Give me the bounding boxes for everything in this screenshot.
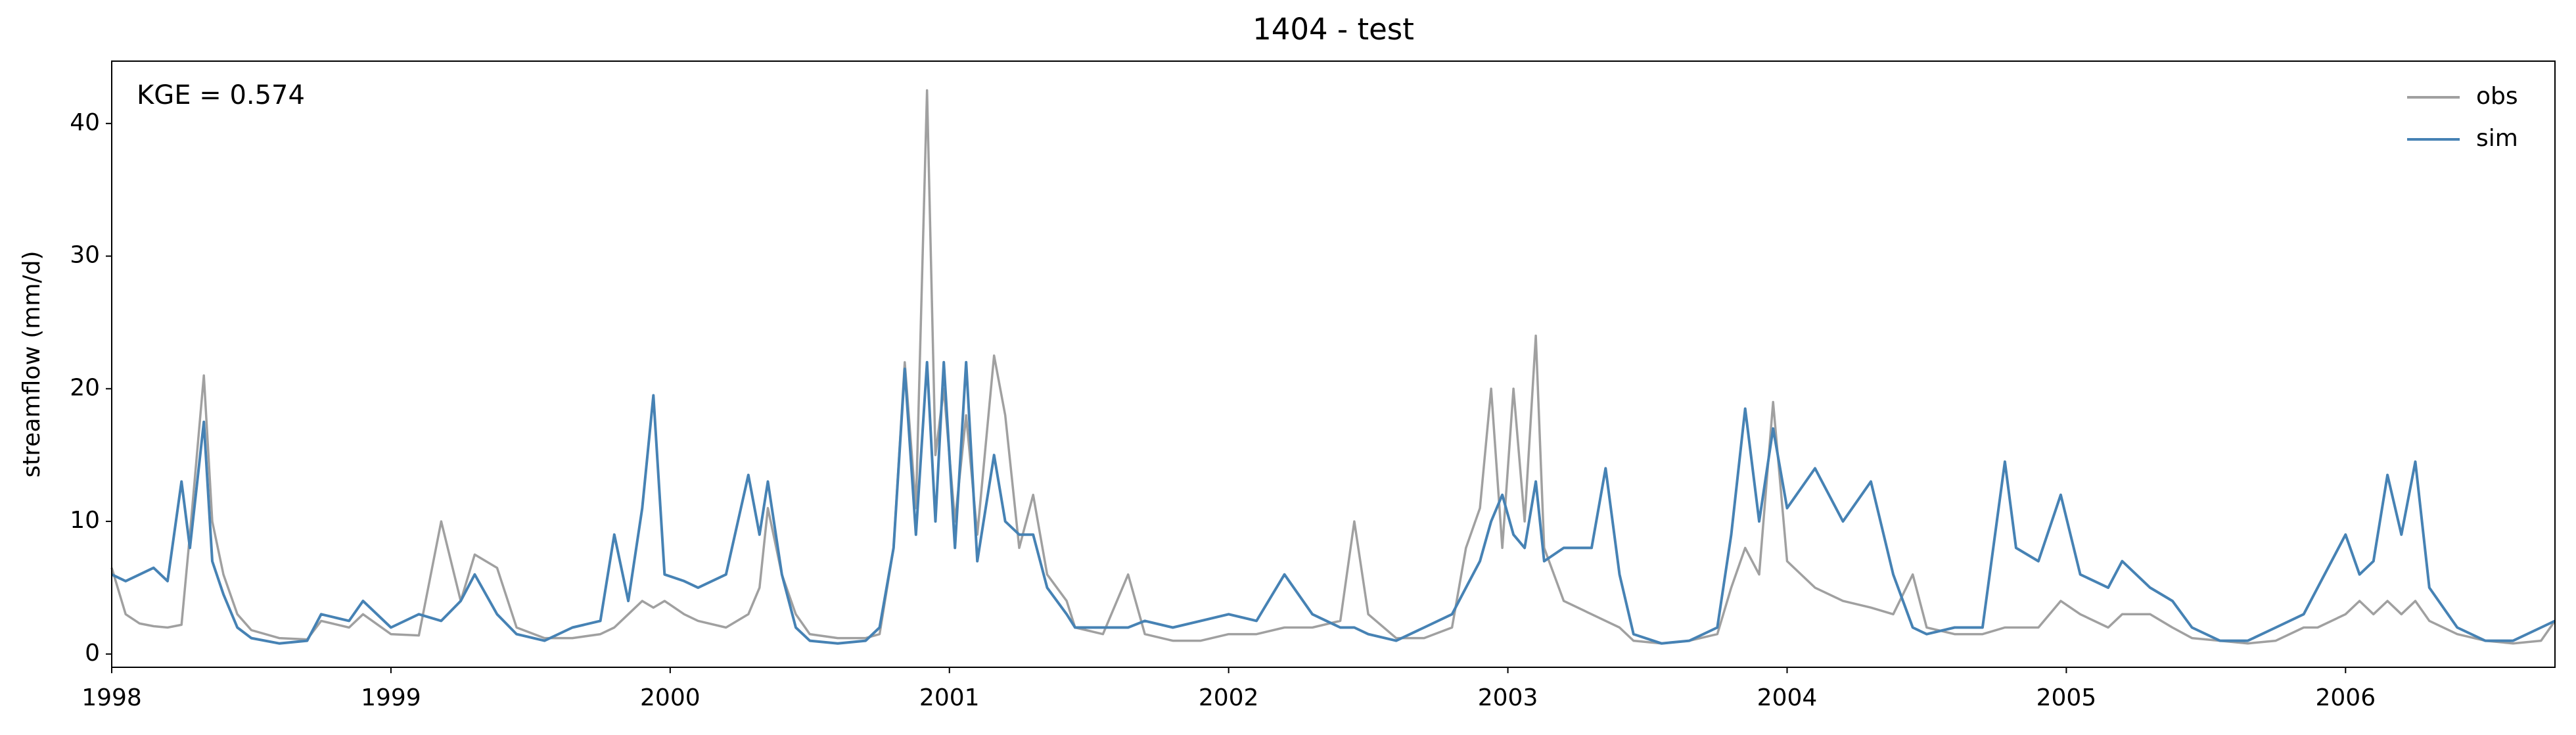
x-tick-label: 2005 — [2036, 684, 2097, 711]
x-tick-label: 2000 — [640, 684, 701, 711]
legend-label: sim — [2476, 125, 2518, 152]
x-tick-label: 2004 — [1757, 684, 1818, 711]
series-line — [110, 89, 2556, 645]
legend-label: obs — [2476, 83, 2518, 110]
x-tick-label: 2002 — [1199, 684, 1259, 711]
y-tick-label: 0 — [85, 640, 100, 667]
y-tick-label: 10 — [70, 507, 100, 534]
x-tick-label: 2003 — [1478, 684, 1538, 711]
y-tick-label: 30 — [70, 242, 100, 269]
series-line — [111, 361, 2556, 645]
x-tick-label: 2001 — [919, 684, 980, 711]
x-tick-label: 1999 — [361, 684, 421, 711]
x-tick-label: 2006 — [2316, 684, 2376, 711]
y-tick-label: 20 — [70, 374, 100, 401]
annotation: KGE = 0.574 — [137, 80, 305, 110]
x-tick-label: 1998 — [81, 684, 142, 711]
plot-frame — [111, 60, 2556, 668]
y-axis-label: streamflow (mm/d) — [18, 251, 45, 478]
y-tick-label: 40 — [70, 109, 100, 136]
chart-title: 1404 - test — [1253, 12, 1414, 47]
